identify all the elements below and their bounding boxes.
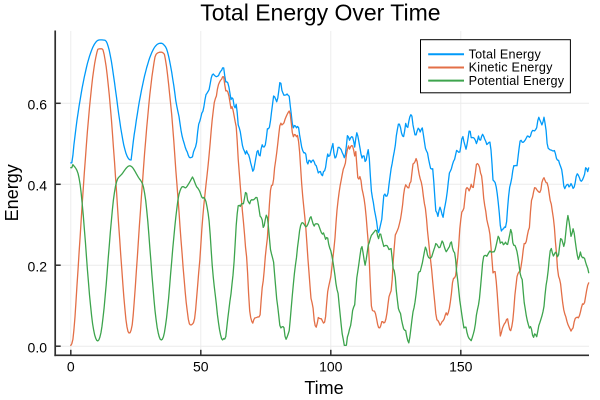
svg-text:0: 0 [67,359,75,375]
svg-text:150: 150 [449,359,473,375]
svg-text:0.4: 0.4 [28,177,48,193]
svg-text:100: 100 [319,359,343,375]
svg-text:Energy: Energy [2,164,22,221]
svg-text:50: 50 [193,359,209,375]
svg-text:Kinetic Energy: Kinetic Energy [469,61,554,75]
svg-text:0.2: 0.2 [28,258,48,274]
svg-text:0.6: 0.6 [28,96,48,112]
svg-text:Total Energy Over Time: Total Energy Over Time [200,0,440,25]
svg-text:Total Energy: Total Energy [469,48,542,62]
svg-text:0.0: 0.0 [28,339,48,355]
svg-text:Time: Time [304,378,343,398]
svg-text:Potential Energy: Potential Energy [469,74,565,88]
